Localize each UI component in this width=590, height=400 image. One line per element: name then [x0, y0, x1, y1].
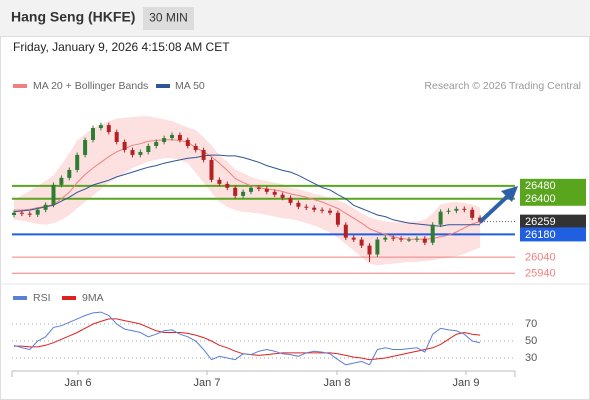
candle-body: [27, 213, 32, 215]
candle-body: [170, 134, 174, 139]
candle-body: [272, 191, 277, 195]
candle-body: [264, 188, 269, 192]
candle-body: [391, 237, 396, 239]
x-tick-label: Jan 7: [194, 377, 221, 389]
candle-body: [51, 184, 56, 205]
candle-body: [367, 245, 372, 255]
candle-body: [438, 211, 443, 225]
candle-body: [470, 209, 475, 218]
level-label: 25940: [525, 268, 556, 280]
candle-body: [12, 212, 16, 215]
candle-body: [249, 187, 253, 192]
forecast-arrow: [478, 192, 512, 224]
candle-body: [43, 204, 48, 210]
candle-body: [114, 132, 119, 142]
candle-body: [138, 151, 143, 155]
candle-body: [193, 145, 198, 151]
candle-body: [304, 206, 309, 208]
rsi-tick-label: 70: [525, 318, 537, 330]
x-tick-label: Jan 8: [324, 377, 351, 389]
candle-body: [430, 224, 435, 243]
level-box: [520, 227, 586, 242]
x-tick-label: Jan 9: [453, 377, 480, 389]
title: Hang Seng (HKFE): [11, 9, 135, 25]
candle-body: [146, 145, 151, 152]
candle-body: [288, 197, 293, 203]
candle-body: [201, 150, 206, 160]
candle-body: [320, 209, 325, 211]
candle-body: [83, 140, 88, 155]
candle-body: [67, 169, 72, 178]
interval-badge[interactable]: [143, 7, 194, 30]
header-bar: [0, 0, 590, 36]
candle-body: [383, 237, 388, 240]
candle-body: [399, 238, 404, 240]
rsi-line: [13, 311, 481, 366]
candle-body: [296, 202, 301, 207]
candle-body: [209, 159, 214, 180]
rsi-line: [14, 318, 481, 361]
rsi-tick-label: 30: [525, 352, 537, 364]
candle-body: [185, 140, 190, 146]
candle-body: [130, 150, 135, 155]
level-box: [520, 214, 586, 229]
copyright: Research © 2026 Trading Central: [424, 80, 581, 92]
legend-label: RSI: [33, 292, 51, 304]
candle-body: [256, 187, 261, 189]
candle-body: [446, 210, 451, 212]
level-label: 26259: [525, 216, 556, 228]
candle-body: [35, 209, 40, 215]
candle-body: [462, 208, 467, 210]
level-label: 26040: [525, 251, 556, 263]
level-label: 26400: [525, 193, 556, 205]
level-box: [520, 178, 586, 193]
level-label: 26480: [525, 180, 556, 192]
candle-body: [454, 208, 459, 211]
candle-body: [343, 224, 348, 238]
candle-body: [162, 138, 167, 142]
candle-body: [98, 125, 103, 129]
candle-body: [154, 141, 159, 146]
candle-body: [407, 239, 411, 241]
candle-body: [335, 212, 340, 225]
candle-body: [414, 238, 419, 240]
candle-body: [328, 210, 332, 213]
candle-body: [225, 183, 230, 188]
candle-body: [280, 194, 285, 198]
candle-body: [375, 239, 380, 255]
candle-body: [75, 154, 80, 170]
candle-body: [91, 128, 95, 141]
legend-label: 9MA: [82, 292, 104, 304]
candle-body: [59, 177, 64, 185]
legend-label: MA 50: [175, 80, 205, 92]
bollinger-band: [14, 116, 481, 266]
candle-body: [106, 125, 111, 133]
ma50-line: [13, 154, 481, 227]
candle-body: [312, 207, 317, 210]
x-tick-label: Jan 6: [65, 377, 92, 389]
candle-body: [233, 187, 238, 196]
candle-body: [359, 239, 364, 246]
candle-body: [241, 191, 246, 196]
level-box: [520, 191, 586, 206]
candle-body: [351, 237, 356, 240]
legend-label: MA 20 + Bollinger Bands: [33, 80, 148, 92]
candle-body: [122, 141, 127, 151]
level-label: 26180: [525, 229, 556, 241]
timestamp: Friday, January 9, 2026 4:15:08 AM CET: [13, 40, 230, 54]
candle-body: [217, 179, 222, 184]
candle-body: [19, 212, 24, 214]
forecast-arrowhead: [501, 186, 518, 202]
candle-body: [422, 238, 427, 243]
interval-label[interactable]: 30 MIN: [149, 11, 188, 25]
candle-body: [177, 134, 182, 141]
rsi-tick-label: 50: [525, 335, 537, 347]
